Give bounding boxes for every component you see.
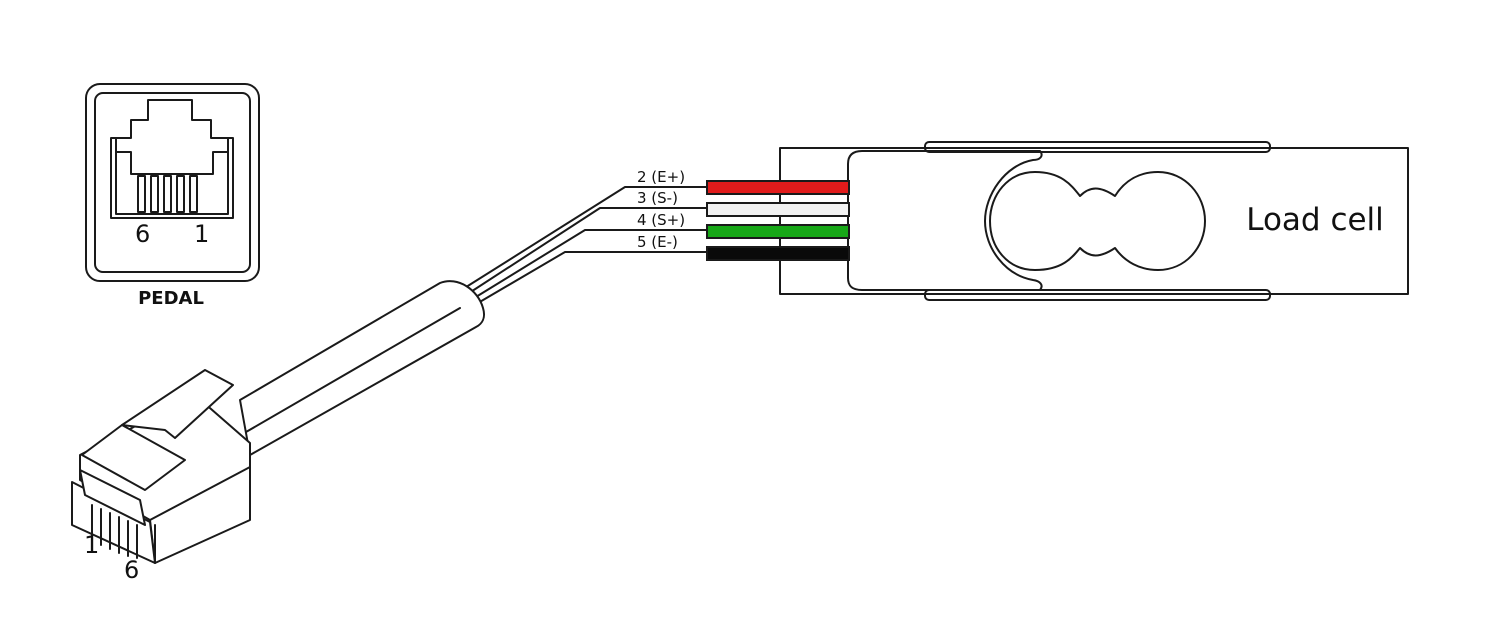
socket-contacts [137,175,198,213]
pedal-socket: 6 1 PEDAL [85,83,260,309]
wire-label-s-plus: 4 (S+) [637,211,685,229]
colored-wires [706,180,850,261]
socket-pin-1-label: 1 [194,220,209,248]
plug-contacts [91,504,138,559]
plug-pin-6-label: 6 [124,556,139,584]
rj-plug: 1 6 [71,369,251,584]
wire-labels: 2 (E+) 3 (S-) 4 (S+) 5 (E-) [637,168,685,251]
wire-red [706,180,850,195]
cable-split-wires [454,186,708,304]
wire-white [706,202,850,217]
wire-label-s-minus: 3 (S-) [637,189,678,207]
load-cell: Load cell [779,141,1409,301]
socket-pin-6-label: 6 [135,220,150,248]
cable-sheath [239,280,486,456]
wire-label-e-minus: 5 (E-) [637,233,678,251]
wire-green [706,224,850,239]
pedal-label: PEDAL [138,288,204,309]
wire-label-e-plus: 2 (E+) [637,168,685,186]
wire-black [706,246,850,261]
plug-pin-1-label: 1 [84,531,99,559]
load-cell-label: Load cell [1246,202,1384,238]
